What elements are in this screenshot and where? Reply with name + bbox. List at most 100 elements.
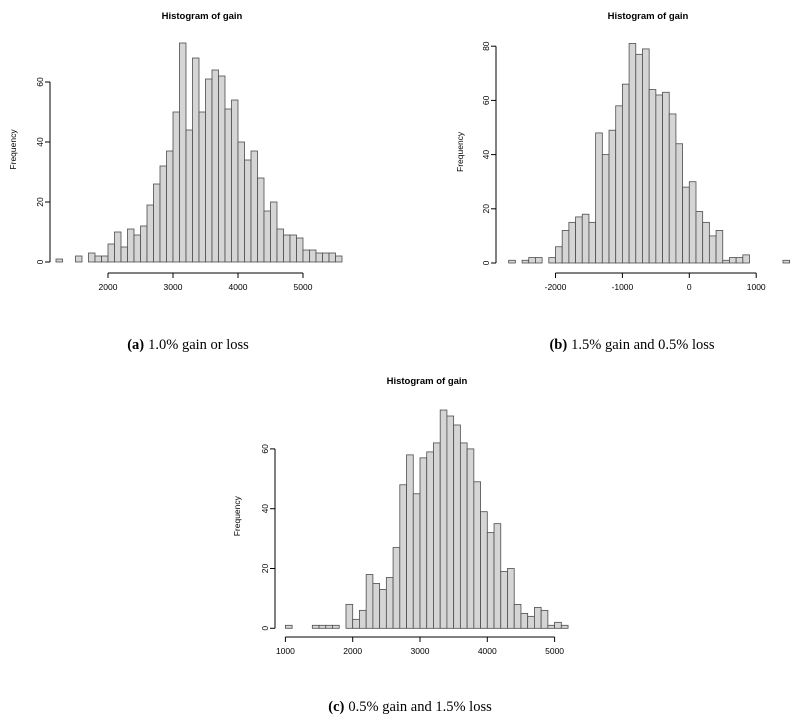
histogram-bar [568,221,576,264]
histogram-bar [257,177,265,263]
histogram-bar [575,216,583,264]
histogram-bar [237,141,245,263]
histogram-bar [205,78,213,263]
histogram-bar [473,481,481,629]
histogram-bar [276,228,284,263]
histogram-bar [581,213,590,264]
histogram-bar [648,89,657,264]
histogram-bar [508,259,516,264]
histogram-bar [555,246,563,264]
histogram-bar [392,547,401,629]
histogram-bar [715,230,724,264]
histogram-bar [328,252,336,263]
histogram-bar [655,94,663,264]
histogram-bar [615,105,623,264]
histogram-bar [548,257,556,264]
x-tick-label: 5000 [294,282,313,292]
caption-c-label: (c) [328,699,345,715]
y-tick-label: 20 [35,197,45,207]
histogram-bar [547,624,555,629]
histogram-panel-c: Histogram of gain 0 20 40 60 Frequency 1000 200… [232,376,569,656]
x-tick-label: 3000 [411,646,430,656]
histogram-bar [244,159,252,263]
histogram-bar [133,234,141,263]
histogram-bar [146,204,154,263]
histogram-panel-a: Histogram of gain 0 20 40 60 Frequency 2000 300… [8,11,343,292]
histogram-bar [185,129,193,263]
x-tick-label: 2000 [343,646,362,656]
histogram-bar [534,606,542,629]
histogram-bar [302,249,310,263]
caption-b-label: (b) [549,337,568,353]
histogram-bar [682,186,690,264]
histogram-bar [406,454,414,629]
histogram-bar [385,577,394,629]
histogram-bar [520,612,529,629]
y-axis-label: Frequency [8,129,18,170]
histogram-bar [675,143,684,264]
histogram-bar [159,165,167,263]
histogram-bar [153,183,161,263]
histogram-bar [192,57,200,263]
y-tick-label: 20 [481,204,491,214]
histogram-bar [309,249,317,263]
x-tick-label: 5000 [545,646,564,656]
histogram-bar [500,571,508,629]
histogram-bar [211,69,219,263]
histogram-bar [94,255,102,263]
histogram-bar [729,257,737,264]
caption-b-text: 1.5% gain and 0.5% loss [571,337,715,353]
x-tick-label: -1000 [612,282,634,292]
histogram-bar [289,234,297,263]
histogram-bar [642,48,650,264]
histogram-bar [399,484,407,629]
chart-title: Histogram of gain [387,376,468,387]
histogram-bar [224,108,232,263]
caption-c-text: 0.5% gain and 1.5% loss [348,699,492,715]
histogram-bar [101,255,109,263]
y-tick-label: 60 [481,95,491,105]
histogram-bar [493,523,502,629]
histogram-bar [688,181,697,264]
histogram-bar [88,252,96,263]
histogram-bar [315,252,323,263]
x-tick-label: 4000 [478,646,497,656]
histogram-bar [285,624,293,629]
histogram-bar [296,237,304,263]
histogram-bar [628,43,637,264]
histogram-bar [379,589,387,629]
histogram-panel-b: Histogram of gain 0 20 40 60 80 Frequency -2000… [455,11,791,292]
caption-a-text: 1.0% gain or loss [148,337,249,353]
x-tick-label: 2000 [99,282,118,292]
histogram-bar [359,609,367,629]
histogram-bar [742,254,750,264]
histogram-bar [521,259,530,264]
chart-title: Histogram of gain [162,11,243,22]
histogram-bar [140,225,148,263]
histogram-bar [198,111,206,263]
y-tick-label: 60 [260,444,270,454]
chart-title: Histogram of gain [608,11,689,22]
histogram-bar [332,624,340,629]
histogram-bar [179,42,187,263]
histogram-bar [263,210,271,263]
histogram-bar [231,99,239,263]
histogram-bar [527,615,535,629]
histogram-bar [708,235,717,264]
histogram-bar [601,154,610,264]
caption-c: (c) 0.5% gain and 1.5% loss [230,699,590,716]
histogram-bar [735,257,744,264]
histogram-bar [325,624,333,629]
histogram-bar [365,574,374,629]
histogram-bar [419,457,428,629]
caption-a: (a) 1.0% gain or loss [8,337,368,354]
histogram-bar [250,150,258,263]
histogram-bar [218,75,226,263]
y-tick-label: 0 [481,260,491,265]
histogram-bar [621,83,630,264]
histogram-bar [55,258,63,263]
histogram-bar [486,532,495,629]
y-tick-label: 40 [481,150,491,160]
y-tick-label: 0 [35,259,45,264]
